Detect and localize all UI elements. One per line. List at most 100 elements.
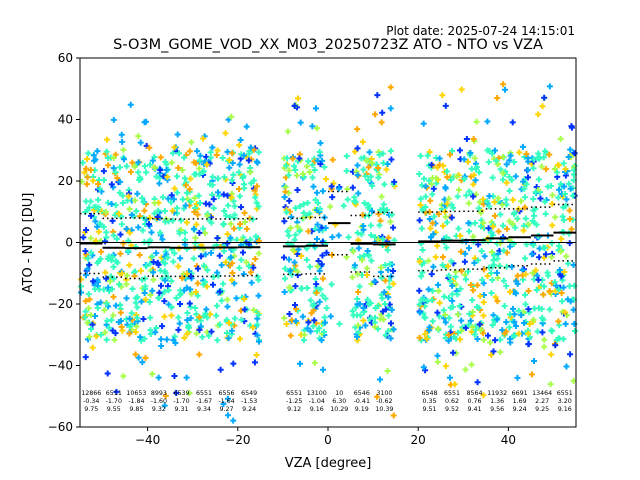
- outlier-point: [188, 139, 195, 146]
- data-point: [475, 205, 482, 212]
- data-point: [384, 238, 391, 245]
- data-point: [536, 254, 543, 261]
- data-point: [381, 289, 388, 296]
- data-point: [92, 313, 99, 320]
- data-point: [567, 298, 574, 305]
- data-point: [358, 231, 365, 238]
- outlier-point: [354, 301, 361, 308]
- data-point: [100, 168, 107, 175]
- data-point: [445, 272, 452, 279]
- data-point: [503, 225, 510, 232]
- data-point: [176, 320, 183, 327]
- data-point: [219, 155, 226, 162]
- data-point: [157, 267, 164, 274]
- data-point: [470, 193, 477, 200]
- data-point: [227, 220, 234, 227]
- data-point: [89, 321, 96, 328]
- data-point: [455, 186, 462, 193]
- data-point: [157, 167, 164, 174]
- data-point: [289, 155, 296, 162]
- data-point: [140, 199, 147, 206]
- outlier-point: [374, 393, 381, 400]
- data-point: [569, 192, 576, 199]
- data-point: [475, 304, 482, 311]
- data-point: [174, 173, 181, 180]
- data-point: [78, 283, 85, 290]
- outlier-point: [135, 133, 142, 140]
- data-point: [456, 303, 463, 310]
- outlier-point: [151, 164, 158, 171]
- data-point: [107, 278, 114, 285]
- bin-count-label: 10: [335, 390, 343, 397]
- data-point: [487, 229, 494, 236]
- data-point: [387, 335, 394, 342]
- data-point: [484, 147, 491, 154]
- data-point: [229, 160, 236, 167]
- data-point: [82, 314, 89, 321]
- data-point: [449, 291, 456, 298]
- data-point: [554, 162, 561, 169]
- outlier-point: [557, 135, 564, 142]
- data-point: [555, 194, 562, 201]
- data-point: [497, 240, 504, 247]
- data-point: [103, 148, 110, 155]
- data-point: [131, 197, 138, 204]
- data-point: [537, 195, 544, 202]
- data-point: [429, 174, 436, 181]
- outlier-point: [328, 183, 335, 190]
- outlier-point: [322, 319, 329, 326]
- outlier-point: [563, 363, 570, 370]
- data-point: [480, 336, 487, 343]
- chart-title: S-O3M_GOME_VOD_XX_M03_20250723Z ATO - NT…: [113, 37, 543, 53]
- data-point: [492, 337, 499, 344]
- data-point: [495, 195, 502, 202]
- outlier-point: [230, 360, 237, 367]
- outlier-point: [305, 319, 312, 326]
- outlier-point: [546, 83, 553, 90]
- data-point: [183, 182, 189, 189]
- data-point: [355, 289, 362, 296]
- outlier-point: [354, 126, 361, 133]
- outlier-point: [255, 338, 262, 345]
- data-point: [454, 311, 461, 318]
- data-point: [222, 259, 229, 266]
- outlier-point: [171, 144, 178, 151]
- data-point: [494, 161, 501, 168]
- data-point: [448, 258, 455, 265]
- outlier-point: [434, 358, 441, 365]
- data-point: [378, 274, 385, 281]
- data-point: [557, 248, 564, 255]
- data-point: [349, 308, 356, 315]
- outlier-point: [494, 94, 501, 101]
- outlier-point: [531, 357, 538, 364]
- bin-mean-label: 3.20: [558, 398, 572, 405]
- outlier-point: [297, 119, 304, 126]
- outlier-point: [480, 392, 487, 399]
- data-point: [506, 324, 513, 331]
- data-point: [110, 165, 117, 172]
- data-point: [286, 284, 293, 291]
- data-point: [435, 288, 442, 295]
- data-point: [361, 200, 368, 207]
- outlier-point: [468, 361, 475, 368]
- data-point: [319, 275, 326, 282]
- data-point: [158, 336, 165, 343]
- data-point: [105, 199, 112, 206]
- data-point: [390, 280, 397, 287]
- data-point: [514, 215, 521, 222]
- data-point: [250, 264, 257, 271]
- data-point: [499, 176, 506, 183]
- data-point: [177, 300, 184, 307]
- data-point: [511, 318, 518, 325]
- data-point: [380, 316, 387, 323]
- data-point: [355, 190, 362, 197]
- data-point: [245, 157, 252, 164]
- data-point: [286, 197, 293, 204]
- data-point: [210, 205, 217, 212]
- data-point: [556, 335, 563, 342]
- outlier-point: [313, 125, 320, 132]
- data-point: [417, 195, 424, 202]
- data-point: [181, 334, 188, 341]
- data-point: [157, 229, 164, 236]
- data-point: [233, 295, 240, 302]
